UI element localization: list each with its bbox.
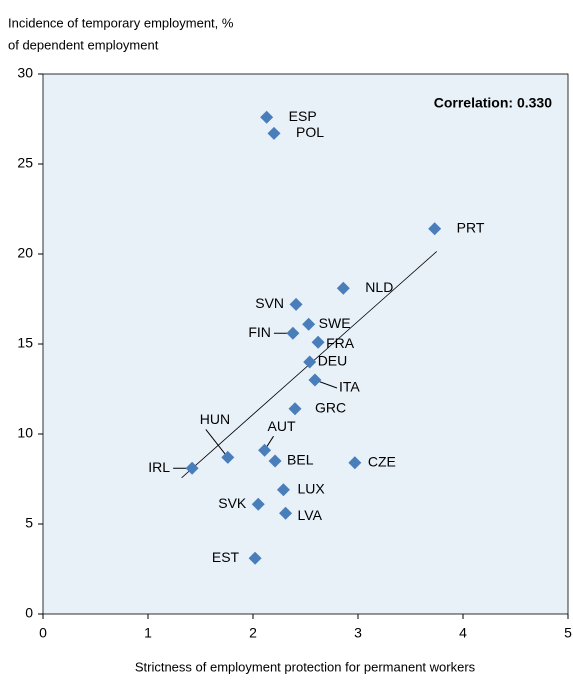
point [428, 222, 442, 236]
point-label: SVN [255, 295, 284, 311]
point-label: FIN [248, 324, 271, 340]
point-label: FRA [326, 335, 355, 351]
point-label: POL [296, 124, 324, 140]
y-tick-label: 25 [17, 155, 33, 171]
point-label: NLD [365, 279, 393, 295]
x-tick-label: 2 [249, 625, 257, 641]
point [248, 551, 262, 565]
point [268, 454, 282, 468]
plot-area [42, 73, 569, 615]
point-label: EST [212, 549, 240, 565]
x-tick-label: 0 [39, 625, 47, 641]
x-tick-label: 1 [144, 625, 152, 641]
point-label: LUX [297, 481, 325, 497]
y-axis-label: Incidence of temporary employment, % [8, 15, 234, 30]
point [279, 506, 293, 520]
point [286, 326, 300, 340]
point [308, 373, 322, 387]
point-label: IRL [148, 459, 170, 475]
x-tick-label: 5 [564, 625, 572, 641]
point-label: ITA [339, 379, 360, 395]
y-axis-label: of dependent employment [8, 37, 159, 52]
y-tick-label: 20 [17, 245, 33, 261]
x-axis-label: Strictness of employment protection for … [135, 659, 476, 674]
point-label: PRT [457, 220, 485, 236]
point [348, 456, 362, 470]
point [260, 110, 274, 124]
point [267, 126, 281, 140]
point-label: CZE [368, 454, 396, 470]
y-tick-label: 0 [25, 605, 33, 621]
point [288, 402, 302, 416]
y-tick-label: 30 [17, 65, 33, 81]
x-tick-label: 3 [354, 625, 362, 641]
y-tick-label: 10 [17, 425, 33, 441]
x-tick-label: 4 [459, 625, 467, 641]
point [221, 450, 235, 464]
point-label: LVA [298, 507, 323, 523]
point [289, 297, 303, 311]
point [251, 497, 265, 511]
point [258, 443, 272, 457]
y-tick-label: 5 [25, 515, 33, 531]
point-label: AUT [268, 418, 296, 434]
annotation: Correlation: 0.330 [434, 95, 552, 111]
point [303, 355, 317, 369]
point-label: BEL [287, 452, 314, 468]
point-label: HUN [200, 411, 230, 427]
leader-line [205, 429, 229, 458]
point-label: GRC [315, 400, 346, 416]
point-label: SVK [218, 495, 247, 511]
point-label: DEU [318, 353, 348, 369]
point [302, 317, 316, 331]
point [311, 335, 325, 349]
point-label: ESP [289, 108, 317, 124]
point [336, 281, 350, 295]
point [276, 483, 290, 497]
point [185, 461, 199, 475]
y-tick-label: 15 [17, 335, 33, 351]
point-label: SWE [319, 315, 351, 331]
